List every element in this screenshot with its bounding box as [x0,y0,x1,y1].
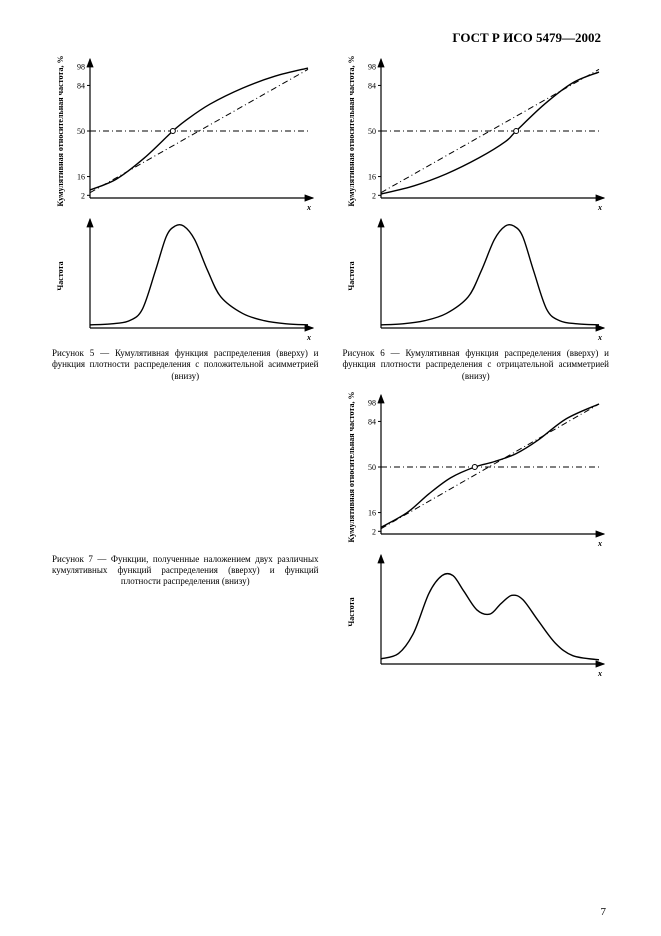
svg-text:50: 50 [77,127,85,136]
top-row: 2 16 50 84 98 Кумулятивная относительная част… [50,56,611,382]
svg-text:Частота: Частота [56,261,65,290]
figure5-column: 2 16 50 84 98 Кумулятивная относительная част… [50,56,321,382]
figure7-cdf: 2 16 50 84 98 Кумулятивная относительная част… [341,392,611,552]
svg-text:Кумулятивная относительная час: Кумулятивная относительная частота, % [347,56,356,206]
svg-text:Кумулятивная относительная час: Кумулятивная относительная частота, % [56,56,65,206]
svg-text:16: 16 [77,173,85,182]
svg-text:98: 98 [368,398,376,407]
figure5-pdf: Частота x [50,216,320,346]
svg-text:2: 2 [81,191,85,200]
svg-text:50: 50 [368,127,376,136]
figure5-caption: Рисунок 5 — Кумулятивная функция распред… [50,348,321,382]
svg-text:2: 2 [372,527,376,536]
figure6-caption: Рисунок 6 — Кумулятивная функция распред… [341,348,612,382]
figure7-column: 2 16 50 84 98 Кумулятивная относительная част… [341,392,612,682]
svg-text:x: x [597,669,602,678]
figure7-caption-column: Рисунок 7 — Функции, полученные наложени… [50,392,321,588]
svg-text:Частота: Частота [347,597,356,626]
svg-text:16: 16 [368,508,376,517]
page-number: 7 [601,906,607,918]
svg-text:84: 84 [77,81,85,90]
svg-text:x: x [306,333,311,342]
svg-text:84: 84 [368,417,376,426]
svg-text:Кумулятивная относительная час: Кумулятивная относительная частота, % [347,392,356,542]
svg-text:x: x [597,203,602,212]
figure6-cdf: 2 16 50 84 98 Кумулятивная относительная част… [341,56,611,216]
svg-text:84: 84 [368,81,376,90]
page-header: ГОСТ Р ИСО 5479—2002 [50,30,601,46]
figure7-caption: Рисунок 7 — Функции, полученные наложени… [50,554,321,588]
svg-text:x: x [597,539,602,548]
figure6-column: 2 16 50 84 98 Кумулятивная относительная част… [341,56,612,382]
figure5-cdf: 2 16 50 84 98 Кумулятивная относительная част… [50,56,320,216]
bottom-row: Рисунок 7 — Функции, полученные наложени… [50,392,611,682]
svg-text:98: 98 [368,63,376,72]
figure7-pdf: Частота x [341,552,611,682]
svg-text:2: 2 [372,191,376,200]
figure6-pdf: Частота x [341,216,611,346]
svg-text:x: x [597,333,602,342]
svg-text:Частота: Частота [347,261,356,290]
svg-text:16: 16 [368,173,376,182]
svg-text:98: 98 [77,63,85,72]
svg-text:50: 50 [368,463,376,472]
svg-text:x: x [306,203,311,212]
